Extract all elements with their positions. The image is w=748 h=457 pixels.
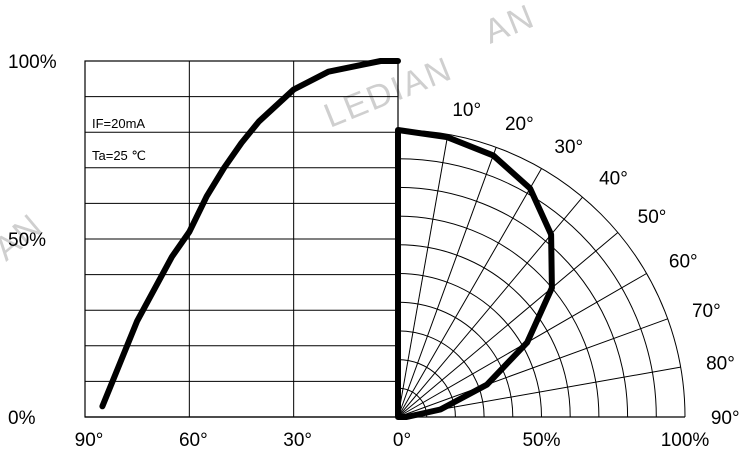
angle-label: 90° xyxy=(711,408,740,429)
polar-radiation-curve xyxy=(395,127,555,420)
angle-label: 50° xyxy=(638,207,667,228)
condition-temperature: Ta=25 ℃ xyxy=(92,148,146,163)
angle-label: 30° xyxy=(554,137,583,158)
angle-label: 20° xyxy=(505,114,534,135)
data-series xyxy=(99,58,555,420)
polar-grid xyxy=(85,129,686,418)
x-tick-label: 0° xyxy=(393,430,411,451)
y-tick-label: 0% xyxy=(8,408,36,429)
watermark-text-top: AN xyxy=(479,0,541,51)
polar-arc xyxy=(397,301,514,418)
polar-arc xyxy=(397,186,629,418)
x-tick-label: 30° xyxy=(283,430,312,451)
polar-arc xyxy=(397,359,456,418)
angle-label: 80° xyxy=(706,354,735,375)
angle-label: 10° xyxy=(452,100,481,121)
polar-arc xyxy=(397,273,542,418)
x-tick-label: 60° xyxy=(179,430,208,451)
polar-arc xyxy=(397,215,600,418)
polar-arc xyxy=(397,330,485,418)
y-tick-label: 50% xyxy=(8,230,46,251)
polar-arc xyxy=(397,244,571,418)
angle-label: 60° xyxy=(669,252,698,273)
y-tick-label: 100% xyxy=(8,52,57,73)
angle-label: 40° xyxy=(599,168,628,189)
polar-arc xyxy=(397,158,657,418)
polar-spoke xyxy=(397,232,619,418)
polar-spoke xyxy=(397,134,449,418)
polar-spoke xyxy=(397,147,497,418)
x-tick-label: 90° xyxy=(75,430,104,451)
angle-label: 70° xyxy=(692,301,721,322)
intensity-curve xyxy=(99,58,401,410)
radial-tick-label: 100% xyxy=(661,430,710,451)
condition-current: IF=20mA xyxy=(92,116,145,131)
radial-tick-label: 50% xyxy=(522,430,560,451)
chart-grid xyxy=(84,60,399,418)
polar-spoke xyxy=(397,168,542,418)
polar-spoke xyxy=(397,318,668,418)
polar-arc xyxy=(397,129,686,418)
